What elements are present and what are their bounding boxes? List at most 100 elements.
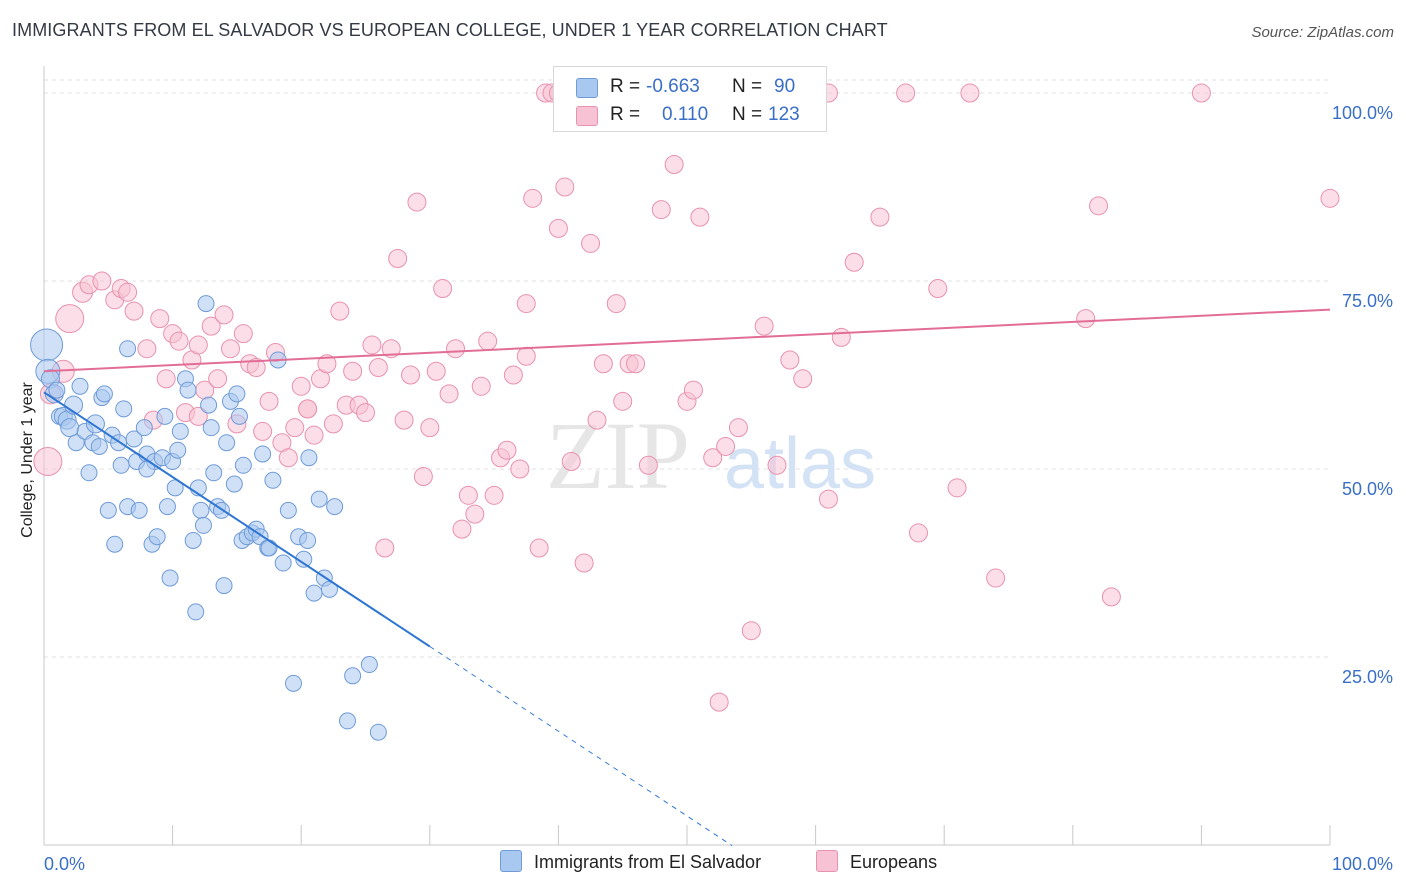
data-point [158, 498, 176, 516]
data-point [225, 475, 243, 493]
data-point [218, 434, 236, 452]
data-point [613, 391, 633, 411]
data-point [401, 365, 421, 385]
legend-item-el-salvador[interactable]: Immigrants from El Salvador [500, 850, 761, 878]
data-point [523, 188, 543, 208]
data-point [690, 207, 710, 227]
data-point [259, 391, 279, 411]
data-point [844, 252, 864, 272]
data-point [484, 485, 504, 505]
data-point [465, 504, 485, 524]
data-point [831, 327, 851, 347]
blue-swatch [500, 850, 522, 872]
legend-item-europeans[interactable]: Europeans [816, 850, 937, 878]
data-point [986, 568, 1006, 588]
data-point [317, 354, 337, 374]
tick-labels: 25.0% 50.0% 75.0% 100.0% 0.0% 100.0% [44, 103, 1393, 874]
watermark-atlas: atlas [724, 424, 876, 504]
blue-swatch [576, 78, 598, 98]
data-point [304, 425, 324, 445]
r-value: 0.110 [662, 104, 709, 125]
data-point [388, 248, 408, 268]
data-point [234, 456, 252, 474]
data-point [48, 381, 66, 399]
data-point [169, 441, 187, 459]
data-point [202, 419, 220, 437]
x-tick-label: 0.0% [44, 854, 85, 874]
data-point [99, 501, 117, 519]
data-point [208, 369, 228, 389]
data-point [253, 421, 273, 441]
data-point [413, 467, 433, 487]
data-point [220, 339, 240, 359]
data-point [169, 331, 189, 351]
trend-lines [43, 308, 1331, 846]
grid-lines [44, 79, 1330, 658]
data-point [233, 324, 253, 344]
data-point [274, 554, 292, 572]
r-label: R = [610, 104, 641, 125]
data-point [728, 418, 748, 438]
data-point [896, 83, 916, 103]
data-point [516, 294, 536, 314]
data-point [360, 656, 378, 674]
data-point [90, 437, 108, 455]
data-point [651, 200, 671, 220]
n-label: N = [732, 76, 763, 97]
data-point [201, 316, 221, 336]
data-point [310, 490, 328, 508]
data-point [291, 376, 311, 396]
data-point [928, 279, 948, 299]
data-point [228, 385, 246, 403]
data-point [30, 328, 64, 362]
data-point [161, 569, 179, 587]
data-point [119, 340, 137, 358]
data-point [285, 418, 305, 438]
data-point [1191, 83, 1211, 103]
y-tick-label: 25.0% [1342, 667, 1393, 687]
data-point [503, 365, 523, 385]
y-tick-label: 50.0% [1342, 479, 1393, 499]
data-point [156, 407, 174, 425]
pink-swatch [576, 106, 598, 126]
data-point [125, 430, 143, 448]
x-tick-label: 100.0% [1332, 854, 1393, 874]
data-point [458, 485, 478, 505]
data-point [754, 316, 774, 336]
data-point [1320, 188, 1340, 208]
data-point [188, 335, 208, 355]
data-point [137, 339, 157, 359]
legend-row-europeans: R = 0.110 N = 123 [554, 101, 826, 129]
data-point [555, 177, 575, 197]
data-point [80, 464, 98, 482]
data-point [299, 531, 317, 549]
correlation-legend: R = -0.663 N = 90 R = 0.110 N = 123 [553, 66, 827, 132]
trend-line-europeans [43, 308, 1331, 373]
data-point [548, 218, 568, 238]
legend-row-el-salvador: R = -0.663 N = 90 [554, 73, 826, 101]
data-point [55, 304, 85, 334]
data-point [870, 207, 890, 227]
data-point [344, 667, 362, 685]
data-point [947, 478, 967, 498]
data-point [683, 380, 703, 400]
y-tick-label: 75.0% [1342, 291, 1393, 311]
data-point [215, 577, 233, 595]
data-point [606, 294, 626, 314]
data-point [420, 418, 440, 438]
data-point [516, 346, 536, 366]
data-point [439, 384, 459, 404]
r-label: R = [610, 76, 641, 97]
data-point [343, 361, 363, 381]
data-point [187, 603, 205, 621]
data-point [1101, 587, 1121, 607]
data-point [300, 449, 318, 467]
data-point [767, 455, 787, 475]
data-point [60, 418, 80, 438]
data-point [356, 403, 375, 423]
r-value: -0.663 [646, 76, 700, 97]
pink-swatch [816, 850, 838, 872]
data-point [452, 519, 472, 539]
data-point [184, 531, 202, 549]
data-point [369, 723, 387, 741]
